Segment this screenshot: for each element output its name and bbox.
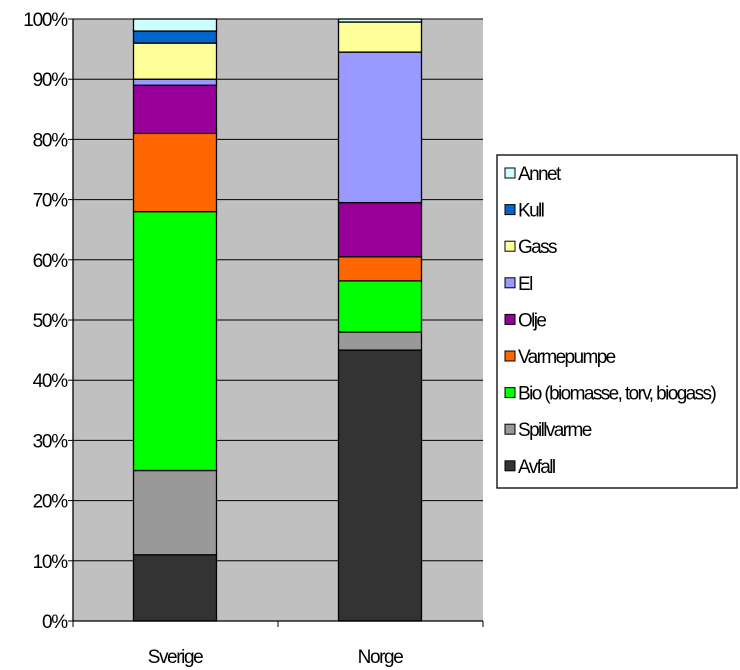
x-category-label: Sverige xyxy=(148,647,203,668)
legend-swatch xyxy=(504,240,516,252)
y-tick-label: 90% xyxy=(33,70,69,91)
legend-label: El xyxy=(518,274,532,295)
bar-segment-sverige-avfall xyxy=(132,554,218,622)
bar-segment-norge-el xyxy=(337,51,423,204)
axes xyxy=(68,18,484,627)
y-tick-label: 60% xyxy=(33,251,69,272)
y-tick-label: 20% xyxy=(33,492,69,513)
bar-segment-sverige-gass xyxy=(132,42,218,80)
bar-segment-norge-bio-biomasse-torv-biogass xyxy=(337,280,423,333)
bar-segment-norge-gass xyxy=(337,21,423,53)
y-tick-label: 50% xyxy=(33,311,69,332)
legend-box xyxy=(496,154,738,489)
bar-segment-norge-spillvarme xyxy=(337,331,423,351)
bar-segment-sverige-annet xyxy=(132,18,218,32)
legend-swatch xyxy=(504,387,516,399)
y-tick-label: 70% xyxy=(33,191,69,212)
legend-label: Varmepumpe xyxy=(518,347,616,368)
legend-label: Annet xyxy=(518,164,562,185)
bar-segment-sverige-spillvarme xyxy=(132,469,218,556)
bar-segment-sverige-varmepumpe xyxy=(132,132,218,213)
legend-label: Gass xyxy=(518,237,557,258)
legend-label: Olje xyxy=(518,310,546,331)
bar-segment-norge-varmepumpe xyxy=(337,256,423,282)
x-axis-category-labels: Sverige Norge xyxy=(148,647,405,668)
y-tick-label: 40% xyxy=(33,371,69,392)
bar-segment-sverige-olje xyxy=(132,84,218,135)
legend: Annet Kull Gass El Olje Varmepumpe Bio (biomas… xyxy=(496,154,738,489)
y-tick-label: 10% xyxy=(33,552,69,573)
y-tick-label: 30% xyxy=(33,431,69,452)
y-tick-label: 80% xyxy=(33,130,69,151)
legend-label: Bio (biomasse, torv, biogass) xyxy=(518,384,716,405)
legend-label: Avfall xyxy=(518,457,555,478)
y-tick-label: 100% xyxy=(23,10,68,31)
legend-swatch xyxy=(504,350,516,362)
legend-swatch xyxy=(504,423,516,435)
y-tick-label: 0% xyxy=(42,612,68,633)
bar-segment-norge-avfall xyxy=(337,349,423,622)
legend-swatch xyxy=(504,313,516,325)
legend-swatch xyxy=(504,460,516,472)
legend-swatch xyxy=(504,204,516,216)
bar-segment-sverige-bio-biomasse-torv-biogass xyxy=(132,210,218,472)
legend-swatch xyxy=(504,167,516,179)
legend-label: Spillvarme xyxy=(518,420,592,441)
y-axis-tick-labels: 0% 10% 20% 30% 40% 50% 60% 70% 80% 90% 100% xyxy=(23,10,69,633)
bar-segment-sverige-kull xyxy=(132,30,218,44)
x-category-label: Norge xyxy=(358,647,404,668)
bar-segment-norge-annet xyxy=(337,18,423,23)
legend-label: Kull xyxy=(518,201,544,222)
bars xyxy=(132,18,423,622)
bar-segment-sverige-el xyxy=(132,78,218,86)
bar-segment-norge-olje xyxy=(337,201,423,258)
legend-swatch xyxy=(504,277,516,289)
